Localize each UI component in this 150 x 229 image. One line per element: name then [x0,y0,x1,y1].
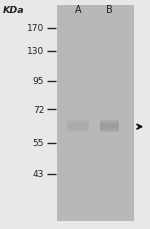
Text: 130: 130 [27,47,44,56]
Text: KDa: KDa [3,6,25,15]
Text: 95: 95 [33,77,44,86]
Text: B: B [106,5,113,15]
Text: 55: 55 [33,139,44,148]
Text: 170: 170 [27,24,44,33]
Text: 43: 43 [33,169,44,179]
Text: A: A [75,5,81,15]
Text: 72: 72 [33,105,44,114]
Bar [57,6,134,221]
